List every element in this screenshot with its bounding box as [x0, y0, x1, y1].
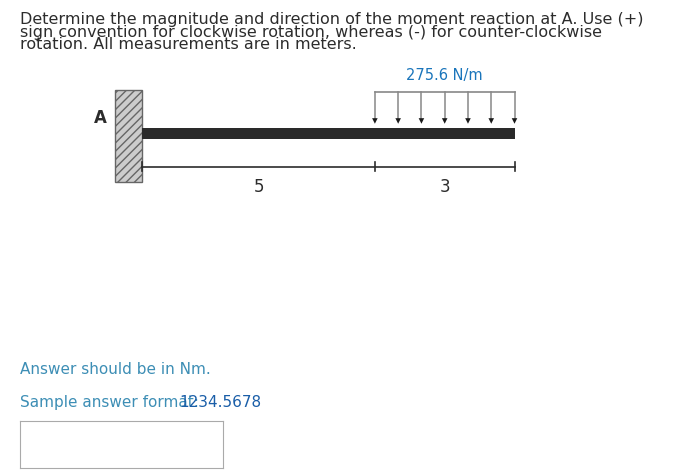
Text: 5: 5 — [253, 178, 264, 196]
Text: 275.6 N/m: 275.6 N/m — [406, 68, 483, 83]
Text: rotation. All measurements are in meters.: rotation. All measurements are in meters… — [20, 37, 357, 53]
Bar — [115, 90, 142, 182]
Text: Answer should be in Nm.: Answer should be in Nm. — [20, 362, 211, 377]
Text: 1234.5678: 1234.5678 — [179, 395, 261, 410]
Text: A: A — [94, 109, 107, 127]
Text: 3: 3 — [439, 178, 450, 196]
Text: Determine the magnitude and direction of the moment reaction at A. Use (+): Determine the magnitude and direction of… — [20, 12, 644, 27]
Bar — [142, 128, 515, 139]
Text: Sample answer format:: Sample answer format: — [20, 395, 204, 410]
Text: sign convention for clockwise rotation, whereas (-) for counter-clockwise: sign convention for clockwise rotation, … — [20, 25, 603, 40]
